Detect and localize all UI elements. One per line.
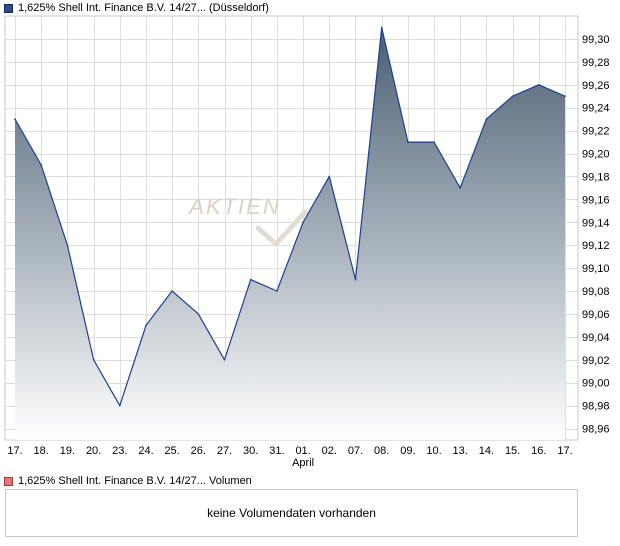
data-point	[249, 278, 252, 281]
data-point	[564, 95, 566, 97]
data-point	[511, 95, 514, 97]
x-month-label: April	[292, 457, 314, 469]
x-tick-label: 01.	[295, 445, 310, 457]
data-point	[145, 324, 147, 327]
x-tick-label: 20.	[86, 445, 101, 457]
data-point	[276, 290, 278, 292]
x-tick-label: 13.	[453, 445, 468, 457]
data-point	[407, 141, 409, 143]
x-tick-label: 08.	[374, 445, 389, 457]
y-tick-label: 98,96	[582, 424, 610, 436]
y-tick-label: 98,98	[582, 401, 610, 413]
y-tick-label: 99,18	[582, 171, 610, 183]
y-tick-label: 99,00	[582, 378, 610, 390]
x-tick-label: 07.	[348, 445, 363, 457]
data-point	[354, 278, 357, 281]
x-tick-label: 16.	[531, 445, 546, 457]
y-tick-label: 99,28	[582, 57, 610, 69]
y-tick-label: 99,24	[582, 103, 610, 115]
data-point	[302, 221, 304, 224]
price-area	[15, 27, 565, 440]
y-axis-labels: 98,96 98,98 99,00 99,02 99,04 99,06 99,08 99,10…	[582, 34, 610, 436]
x-tick-label: 27.	[217, 445, 232, 457]
y-tick-label: 99,08	[582, 286, 610, 298]
price-series	[14, 26, 566, 440]
watermark-check-icon	[255, 209, 308, 247]
y-tick-label: 99,16	[582, 194, 610, 206]
x-tick-label: 15.	[505, 445, 520, 457]
y-tick-label: 99,22	[582, 126, 610, 138]
data-point	[119, 404, 121, 407]
y-tick-label: 99,04	[582, 332, 610, 344]
x-tick-label: 02.	[322, 445, 337, 457]
x-tick-label: 24.	[138, 445, 153, 457]
data-point	[171, 290, 173, 292]
x-tick-label: 17.	[557, 445, 572, 457]
data-point	[66, 244, 69, 246]
x-tick-label: 19.	[60, 445, 75, 457]
x-tick-label: 30.	[243, 445, 258, 457]
legend-volume: 1,625% Shell Int. Finance B.V. 14/27... …	[2, 474, 252, 488]
legend-price: 1,625% Shell Int. Finance B.V. 14/27... …	[2, 1, 269, 15]
price-line	[14, 26, 566, 407]
price-legend-label: 1,625% Shell Int. Finance B.V. 14/27... …	[18, 2, 269, 14]
x-tick-label: 26.	[191, 445, 206, 457]
data-point	[433, 141, 435, 143]
data-point	[459, 187, 462, 189]
data-point	[223, 359, 226, 361]
data-point	[92, 359, 95, 361]
volume-legend-swatch	[4, 476, 13, 486]
y-tick-label: 99,26	[582, 80, 610, 92]
y-tick-label: 99,12	[582, 240, 610, 252]
y-tick-label: 99,10	[582, 263, 610, 275]
x-tick-label: 18.	[34, 445, 49, 457]
data-point	[197, 313, 200, 315]
y-tick-label: 99,06	[582, 309, 610, 321]
x-axis-labels: 17. 18. 19. 20. 23. 24. 25. 26. 27. 30. 31. 01. 02. 0…	[7, 445, 572, 469]
data-point	[380, 26, 383, 29]
x-tick-label: 23.	[112, 445, 127, 457]
data-point	[538, 84, 540, 86]
y-tick-label: 99,20	[582, 149, 610, 161]
x-tick-label: 14.	[479, 445, 494, 457]
y-tick-label: 99,02	[582, 355, 610, 367]
y-tick-label: 99,14	[582, 217, 610, 229]
volume-panel: keine Volumendaten vorhanden	[5, 489, 578, 537]
data-point	[40, 164, 42, 166]
volume-legend-label: 1,625% Shell Int. Finance B.V. 14/27... …	[18, 475, 252, 487]
data-point	[14, 118, 16, 120]
y-tick-label: 99,30	[582, 34, 610, 46]
x-tick-label: 17.	[7, 445, 22, 457]
price-legend-swatch	[4, 3, 13, 13]
data-point	[485, 118, 488, 120]
x-tick-label: 25.	[164, 445, 179, 457]
x-tick-label: 09.	[400, 445, 415, 457]
data-point	[328, 175, 331, 178]
x-tick-label: 31.	[269, 445, 284, 457]
x-tick-label: 10.	[426, 445, 441, 457]
volume-empty-message: keine Volumendaten vorhanden	[207, 506, 376, 520]
watermark: AKTIEN	[187, 194, 280, 219]
